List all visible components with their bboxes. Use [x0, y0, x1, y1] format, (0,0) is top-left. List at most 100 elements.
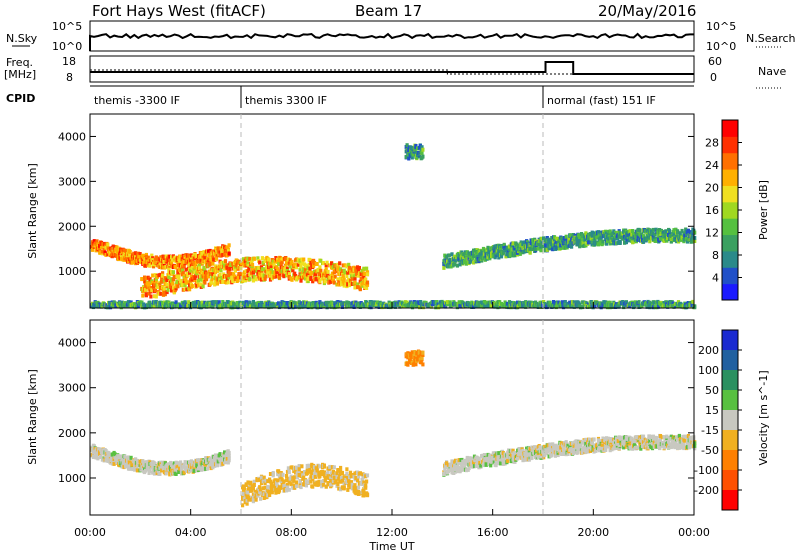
- data-cell: [260, 267, 264, 272]
- data-cell: [599, 305, 603, 310]
- data-cell: [645, 304, 649, 309]
- data-cell: [210, 280, 214, 285]
- data-cell: [617, 234, 621, 239]
- data-cell: [218, 250, 222, 255]
- data-cell: [170, 304, 175, 309]
- data-cell: [362, 266, 366, 271]
- data-cell: [268, 488, 273, 493]
- data-cell: [405, 143, 409, 148]
- data-cell: [231, 275, 235, 280]
- data-cell: [193, 276, 197, 281]
- data-cell: [472, 464, 477, 469]
- data-cell: [392, 304, 396, 309]
- data-cell: [309, 479, 313, 484]
- data-cell: [181, 253, 185, 258]
- data-cell: [169, 285, 173, 289]
- data-cell: [472, 260, 476, 265]
- data-cell: [348, 283, 352, 288]
- data-cell: [360, 268, 364, 273]
- data-cell: [345, 472, 349, 476]
- data-cell: [454, 302, 458, 306]
- data-cell: [348, 265, 352, 270]
- data-cell: [420, 356, 424, 361]
- data-cell: [329, 279, 333, 284]
- data-cell: [262, 496, 266, 500]
- data-cell: [260, 256, 264, 261]
- data-cell: [179, 466, 184, 471]
- data-cell: [681, 235, 685, 240]
- data-cell: [447, 468, 451, 473]
- data-cell: [98, 243, 102, 248]
- data-cell: [331, 479, 335, 484]
- data-cell: [445, 465, 450, 470]
- data-cell: [313, 272, 317, 277]
- data-cell: [463, 260, 467, 264]
- data-cell: [671, 301, 675, 306]
- data-cell: [293, 271, 297, 276]
- data-cell: [492, 460, 496, 465]
- data-cell: [659, 232, 663, 236]
- data-cell: [273, 481, 277, 486]
- data-cell: [551, 247, 555, 252]
- data-cell: [198, 277, 202, 282]
- nsearch-tick-low: 10^0: [706, 40, 736, 53]
- data-cell: [554, 305, 558, 310]
- data-cell: [364, 474, 368, 479]
- data-cell: [321, 482, 326, 487]
- data-cell: [187, 256, 191, 261]
- data-cell: [320, 484, 324, 489]
- data-cell: [294, 257, 299, 262]
- data-cell: [244, 300, 248, 305]
- data-cell: [170, 255, 174, 260]
- data-cell: [559, 246, 563, 250]
- data-cell: [214, 300, 219, 305]
- data-cell: [561, 305, 566, 310]
- data-cell: [281, 472, 285, 477]
- data-cell: [303, 273, 307, 278]
- data-cell: [339, 487, 343, 492]
- data-cell: [330, 273, 334, 278]
- data-cell: [248, 277, 252, 282]
- data-cell: [290, 259, 294, 264]
- data-cell: [488, 455, 492, 460]
- cpid-segment-label: themis 3300 IF: [245, 94, 327, 107]
- data-cell: [345, 274, 349, 279]
- data-cell: [238, 300, 242, 305]
- data-cell: [271, 270, 275, 275]
- data-cell: [282, 479, 286, 484]
- data-cell: [548, 246, 552, 251]
- data-cell: [270, 273, 274, 278]
- data-cell: [365, 286, 369, 290]
- data-cell: [332, 301, 336, 306]
- data-cell: [350, 473, 354, 477]
- data-cell: [246, 261, 250, 266]
- data-cell: [481, 246, 486, 251]
- data-cell: [463, 459, 468, 463]
- data-cell: [358, 279, 362, 284]
- data-cell: [474, 303, 478, 308]
- data-cell: [552, 303, 557, 308]
- data-cell: [243, 278, 247, 283]
- data-cell: [126, 462, 131, 467]
- data-cell: [590, 242, 594, 247]
- data-cell: [148, 277, 152, 282]
- data-cell: [362, 486, 366, 491]
- data-cell: [215, 281, 219, 286]
- data-cell: [201, 284, 205, 289]
- data-cell: [552, 239, 556, 244]
- data-cell: [293, 475, 297, 480]
- data-cell: [115, 253, 119, 258]
- data-cell: [223, 252, 227, 257]
- data-cell: [163, 292, 167, 297]
- data-cell: [103, 250, 107, 255]
- data-cell: [277, 259, 281, 264]
- data-cell: [243, 304, 247, 309]
- data-cell: [242, 270, 246, 275]
- data-cell: [287, 272, 291, 277]
- data-cell: [521, 454, 525, 459]
- data-cell: [347, 268, 351, 273]
- data-cell: [197, 278, 201, 283]
- data-cell: [162, 278, 166, 283]
- data-cell: [203, 268, 207, 273]
